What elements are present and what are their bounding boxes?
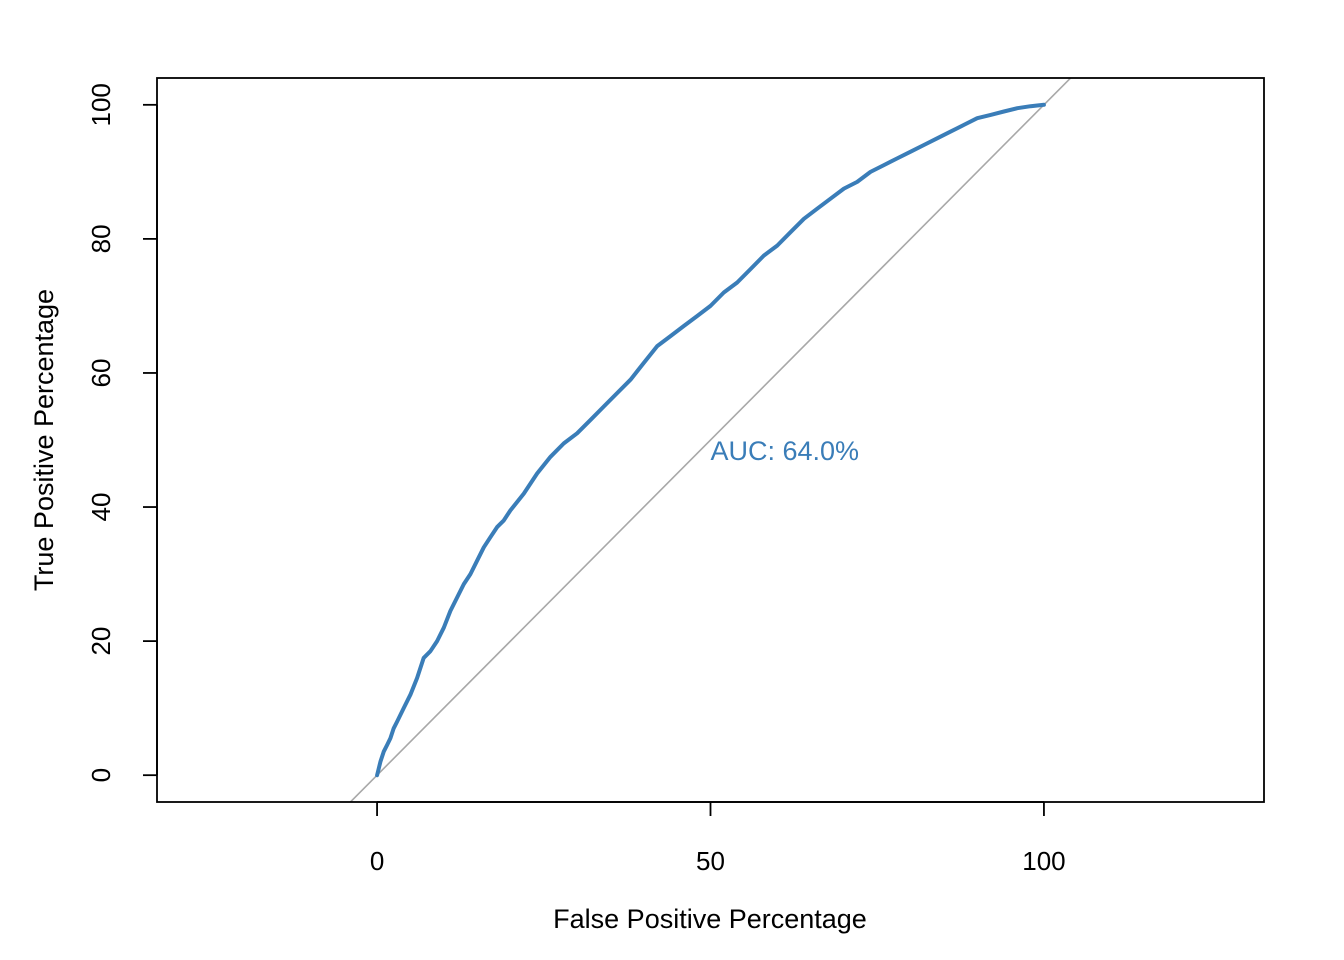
x-tick-label: 0 [370,846,384,876]
x-axis: 0 50 100 [370,801,1066,876]
y-tick-label: 20 [86,627,116,656]
auc-annotation: AUC: 64.0% [711,436,860,466]
y-tick-label: 100 [86,83,116,126]
y-tick-label: 0 [86,768,116,782]
y-axis-label: True Positive Percentage [29,289,59,591]
roc-curve-line [375,102,1046,778]
y-tick-label: 80 [86,224,116,253]
y-tick-label: 60 [86,359,116,388]
y-axis: 0 20 40 60 80 100 [86,83,158,782]
diagonal-reference-line [349,78,1072,802]
y-tick-label: 40 [86,493,116,522]
x-axis-label: False Positive Percentage [553,904,867,934]
x-tick-label: 50 [696,846,725,876]
x-tick-label: 100 [1022,846,1065,876]
